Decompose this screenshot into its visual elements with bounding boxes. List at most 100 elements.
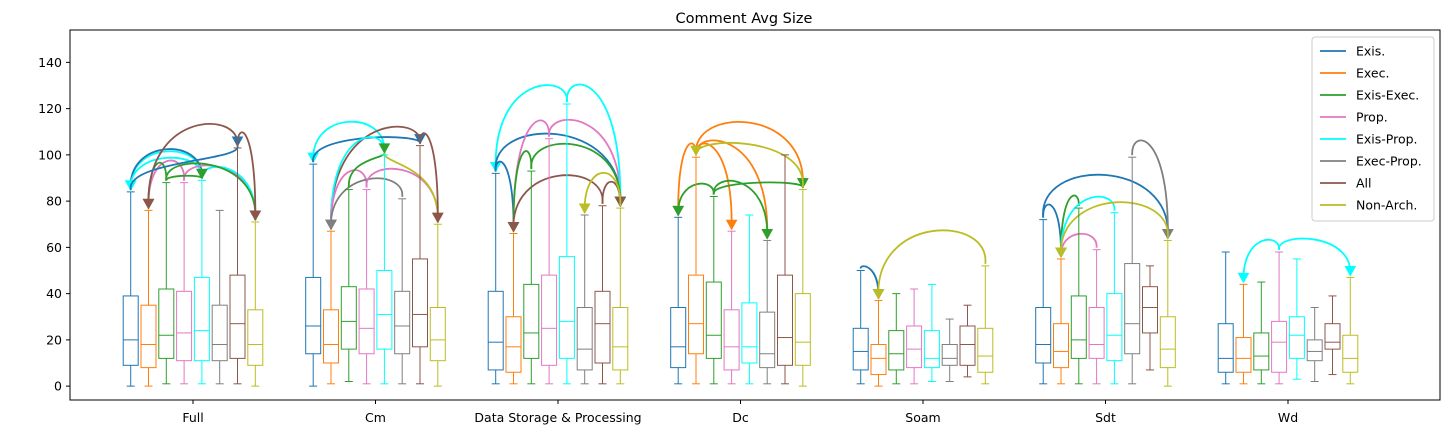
box-exec--1 <box>323 230 339 385</box>
arrow-head <box>1237 272 1250 284</box>
y-tick-label: 80 <box>46 194 62 209</box>
box-non-arch--6 <box>1342 276 1359 385</box>
arrow-curve <box>583 172 622 214</box>
box-body <box>777 274 793 366</box>
box-prop--1 <box>358 189 375 385</box>
box-exec--3 <box>688 156 704 385</box>
x-tick-label: Soam <box>905 410 940 425</box>
box-body <box>594 290 611 364</box>
box-body <box>888 330 905 371</box>
x-tick-label: Full <box>182 410 203 425</box>
box-exis-exec--0 <box>158 182 175 385</box>
arrows-layer <box>124 83 1357 300</box>
arrow-curve <box>165 162 257 220</box>
box-exis--0 <box>122 191 139 387</box>
box-prop--0 <box>176 182 193 385</box>
box-body <box>376 270 393 350</box>
box-all-1 <box>412 145 428 385</box>
arrow-curve <box>695 142 804 188</box>
box-exis--3 <box>670 216 687 385</box>
box-body <box>1070 295 1087 359</box>
box-non-arch--0 <box>247 221 264 387</box>
arrow-head <box>325 219 337 231</box>
legend-label: All <box>1356 176 1372 191</box>
y-tick-label: 140 <box>38 55 62 70</box>
arrow <box>307 120 386 164</box>
box-non-arch--3 <box>794 189 811 387</box>
arrow-curve <box>712 181 804 195</box>
arrow-curve <box>312 136 421 163</box>
box-body <box>211 304 228 362</box>
box-exis-prop--5 <box>1106 212 1123 385</box>
arrow <box>1278 237 1357 277</box>
box-exis-exec--6 <box>1253 281 1270 385</box>
box-prop--2 <box>541 138 558 385</box>
arrow-curve <box>419 132 439 223</box>
arrow-head <box>1344 265 1357 277</box>
box-exec--0 <box>140 209 157 387</box>
box-body <box>1124 263 1141 355</box>
arrow-curve <box>330 177 404 230</box>
box-body <box>852 327 869 371</box>
box-prop--3 <box>723 230 740 385</box>
box-body <box>1142 286 1158 334</box>
arrow-curve <box>530 142 622 207</box>
arrow <box>347 143 391 188</box>
x-tick-label: Data Storage & Processing <box>474 410 641 425</box>
box-body <box>1342 334 1359 373</box>
box-exis-prop--2 <box>558 103 575 385</box>
legend-label: Exec-Prop. <box>1356 154 1422 169</box>
arrow <box>165 168 208 182</box>
box-exis-exec--3 <box>705 196 722 385</box>
plot-frame <box>69 29 1441 401</box>
box-exis-exec--1 <box>340 189 357 382</box>
y-axis: 0 20 40 60 80 100 120 140 <box>38 55 70 394</box>
y-tick-label: 100 <box>38 147 62 162</box>
box-body <box>688 274 704 355</box>
arrow <box>365 167 444 224</box>
box-exec--2 <box>505 233 522 385</box>
box-body <box>1088 307 1105 359</box>
arrow <box>690 142 804 188</box>
box-body <box>412 258 428 348</box>
box-non-arch--4 <box>977 265 994 385</box>
arrow-curve <box>712 179 769 239</box>
box-body <box>705 281 722 359</box>
x-axis: Full Cm Data Storage & Processing Dc Soam Sdt… <box>182 400 1298 425</box>
box-exis--1 <box>305 163 322 387</box>
box-exec-prop--5 <box>1124 156 1141 385</box>
box-exec--5 <box>1053 258 1069 385</box>
box-exec-prop--4 <box>941 318 958 382</box>
arrow-curve <box>236 131 257 220</box>
arrow-head <box>672 205 685 217</box>
box-exis--2 <box>487 172 504 385</box>
arrow-head <box>725 219 738 231</box>
box-exis--6 <box>1217 251 1234 385</box>
box-body <box>576 307 593 371</box>
box-exec--4 <box>870 300 887 387</box>
box-body <box>1035 307 1052 364</box>
box-body <box>870 344 887 376</box>
box-body <box>541 274 558 366</box>
box-exis-prop--0 <box>193 179 210 385</box>
box-body <box>1324 323 1341 350</box>
box-exec--6 <box>1235 283 1252 385</box>
arrow-curve <box>565 83 622 207</box>
arrow-curve <box>548 118 622 207</box>
y-tick-label: 20 <box>46 332 62 347</box>
box-exis-prop--6 <box>1288 258 1305 380</box>
arrow-head <box>872 289 885 300</box>
arrow-head <box>378 143 391 154</box>
arrow <box>712 179 774 240</box>
legend-label: Exec. <box>1356 66 1389 81</box>
arrow-curve <box>512 174 604 232</box>
box-body <box>959 325 976 366</box>
legend-label: Exis-Exec. <box>1356 88 1419 103</box>
arrow-curve <box>1060 201 1169 258</box>
box-exis-prop--4 <box>923 283 940 382</box>
arrow <box>383 152 444 224</box>
arrow-head <box>1055 247 1067 258</box>
y-tick-label: 40 <box>46 286 62 301</box>
legend-frame <box>1311 36 1435 222</box>
